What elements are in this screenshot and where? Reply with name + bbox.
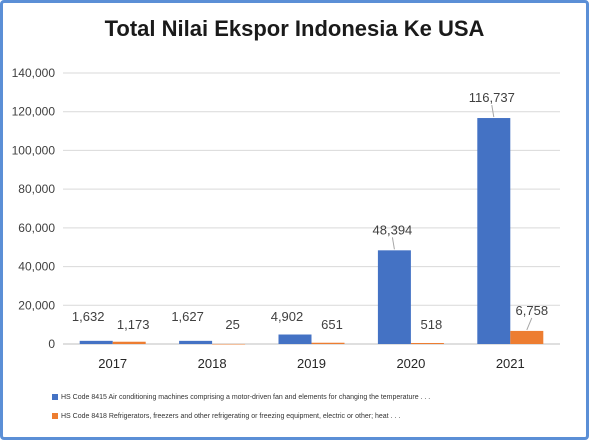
data-label-leader xyxy=(526,317,533,331)
legend-label-series-2: HS Code 8418 Refrigerators, freezers and… xyxy=(61,413,401,420)
bar-series-2 xyxy=(410,342,444,344)
data-label: 651 xyxy=(321,317,343,332)
data-label-leader xyxy=(391,237,395,250)
x-tick-label: 2020 xyxy=(396,356,425,371)
data-label: 1,173 xyxy=(117,317,150,332)
legend-swatch-series-2 xyxy=(52,413,58,420)
y-tick-label: 100,000 xyxy=(12,143,56,157)
data-label: 4,902 xyxy=(271,309,304,324)
legend-label-series-1: HS Code 8415 Air conditioning machines c… xyxy=(61,394,431,401)
y-tick-label: 40,000 xyxy=(18,260,55,274)
data-label: 25 xyxy=(225,317,239,332)
data-label: 48,394 xyxy=(373,222,413,237)
bar-series-1 xyxy=(278,334,312,344)
y-tick-label: 60,000 xyxy=(18,221,55,235)
legend-swatch-series-1 xyxy=(52,394,58,401)
y-tick-label: 0 xyxy=(48,337,55,351)
bar-series-2 xyxy=(510,330,544,344)
data-label: 6,758 xyxy=(516,303,549,318)
x-tick-label: 2017 xyxy=(98,356,127,371)
data-label: 116,737 xyxy=(469,90,515,105)
data-label: 518 xyxy=(421,317,443,332)
x-tick-label: 2021 xyxy=(496,356,525,371)
y-tick-label: 120,000 xyxy=(12,105,56,119)
data-label-leader xyxy=(491,104,495,118)
legend-item-series-1: HS Code 8415 Air conditioning machines c… xyxy=(52,394,430,401)
data-label: 1,632 xyxy=(72,309,105,324)
y-tick-label: 20,000 xyxy=(18,298,55,312)
bar-series-2 xyxy=(112,341,146,344)
y-tick-label: 140,000 xyxy=(12,66,56,80)
bar-series-1 xyxy=(79,340,113,344)
bar-series-2 xyxy=(311,342,345,344)
chart-title: Total Nilai Ekspor Indonesia Ke USA xyxy=(104,16,485,41)
x-tick-label: 2019 xyxy=(297,356,326,371)
bar-series-2 xyxy=(212,343,246,345)
bar-series-1 xyxy=(377,250,411,344)
x-tick-label: 2018 xyxy=(198,356,227,371)
bar-series-1 xyxy=(179,340,213,344)
y-tick-label: 80,000 xyxy=(18,182,55,196)
legend-item-series-2: HS Code 8418 Refrigerators, freezers and… xyxy=(52,413,400,420)
data-label: 1,627 xyxy=(171,309,204,324)
bar-series-1 xyxy=(477,118,511,345)
